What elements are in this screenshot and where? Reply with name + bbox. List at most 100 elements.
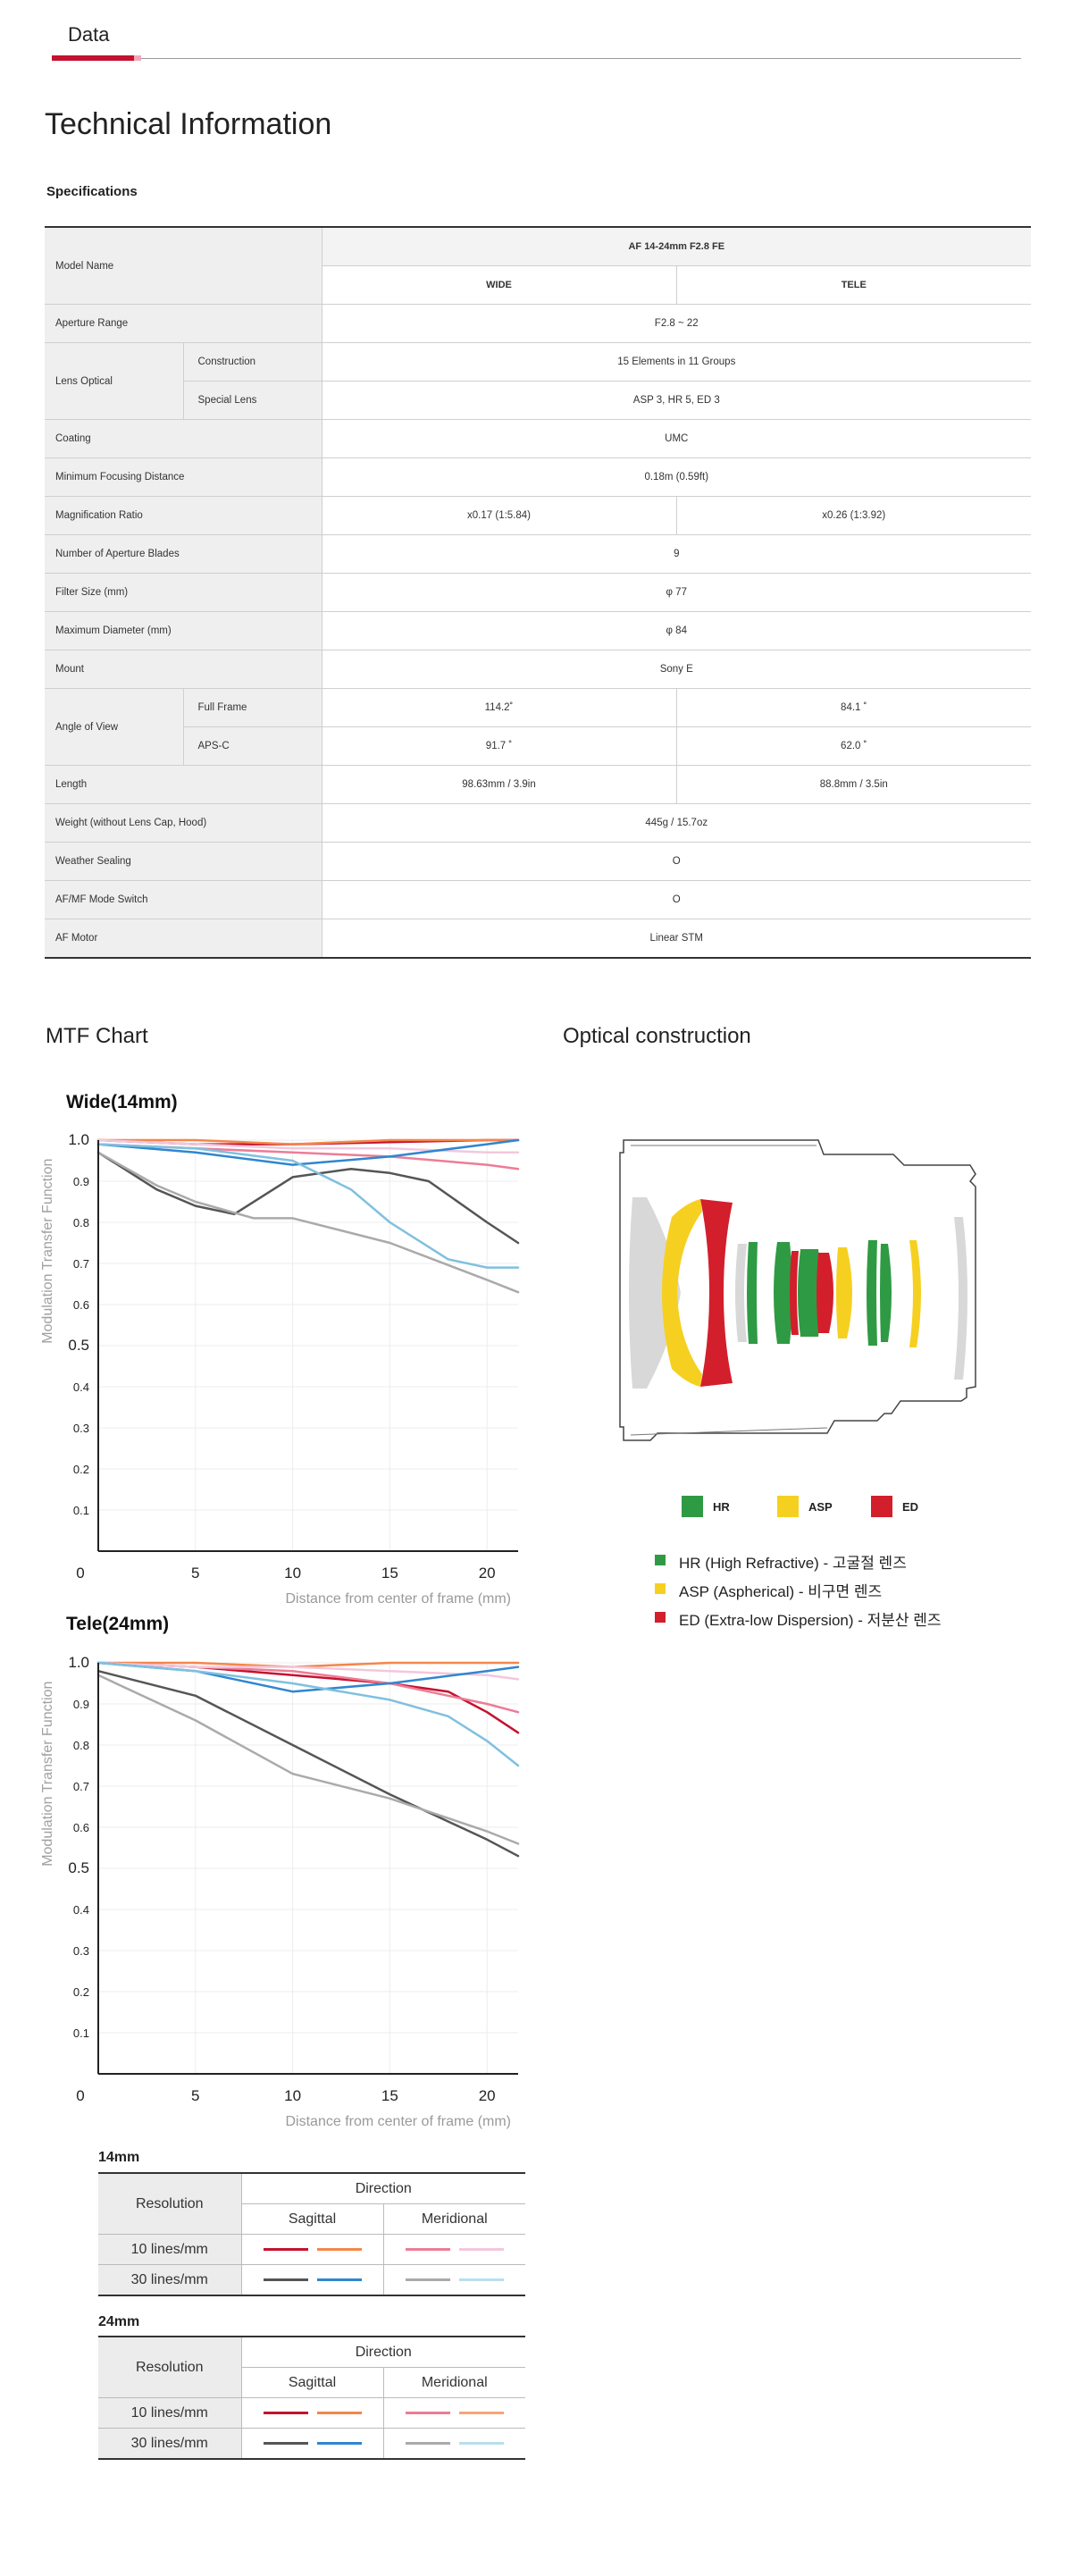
x-tick-label: 0 <box>76 2087 84 2104</box>
legend-swatch <box>458 2441 504 2445</box>
tab-indicator-accent <box>134 55 141 61</box>
legend-swatch-cell <box>382 2397 526 2429</box>
y-tick-label: 1.0 <box>68 1131 89 1148</box>
spec-row-aperture: Aperture Range F2.8 ~ 22 <box>45 304 1032 343</box>
lens-element-hr <box>867 1240 877 1346</box>
y-tick-label: 0.4 <box>73 1903 89 1917</box>
page-title: Technical Information <box>45 107 332 141</box>
legend-swatch <box>458 2411 504 2414</box>
legend-row-label: 30 lines/mm <box>98 2264 242 2296</box>
specifications-table: Model Name AF 14-24mm F2.8 FE WIDE TELE … <box>45 226 1032 959</box>
x-axis-title: Distance from center of frame (mm) <box>286 1591 512 1607</box>
legend-swatch-cell <box>240 2428 384 2460</box>
specifications-heading: Specifications <box>46 184 138 199</box>
y-tick-label: 0.9 <box>73 1175 89 1188</box>
spec-row-length: Length 98.63mm / 3.9in 88.8mm / 3.5in <box>45 765 1032 804</box>
series-line <box>96 1661 520 1681</box>
spec-label: Magnification Ratio <box>45 496 322 535</box>
legend-swatch <box>405 2411 450 2414</box>
legend-swatch-cell <box>240 2397 384 2429</box>
legend-swatch <box>458 2278 504 2281</box>
series-line <box>96 1661 520 1767</box>
y-tick-label: 0.6 <box>73 1821 89 1834</box>
legend-swatch-cell <box>382 2264 526 2296</box>
lens-element-asp <box>836 1247 852 1338</box>
spec-sublabel: Special Lens <box>183 381 322 420</box>
legend-row-label: 10 lines/mm <box>98 2234 242 2265</box>
lens-element-hr <box>880 1244 892 1342</box>
legend-swatch-cell <box>382 2428 526 2460</box>
y-tick-label: 0.6 <box>73 1298 89 1312</box>
lens-element-ed <box>700 1199 733 1387</box>
lens-element-asp <box>662 1199 702 1387</box>
legend-sagittal-header: Sagittal <box>241 2203 384 2235</box>
y-tick-label: 0.5 <box>68 1859 89 1876</box>
ed-key-label: ED <box>902 1500 919 1514</box>
spec-label: Weight (without Lens Cap, Hood) <box>45 803 322 843</box>
spec-value: O <box>321 880 1032 919</box>
optical-construction-diagram <box>619 1139 976 1441</box>
legend-swatch <box>263 2441 308 2445</box>
spec-value-tele: x0.26 (1:3.92) <box>675 496 1032 535</box>
series-line <box>96 1138 520 1154</box>
spec-row-blades: Number of Aperture Blades 9 <box>45 534 1032 574</box>
y-tick-label: 0.7 <box>73 1257 89 1271</box>
x-tick-label: 15 <box>381 2087 398 2104</box>
legend-swatch-cell <box>240 2234 384 2265</box>
spec-label: AF/MF Mode Switch <box>45 880 322 919</box>
y-axis-title: Modulation Transfer Function <box>40 1159 55 1344</box>
y-tick-label: 0.8 <box>73 1739 89 1752</box>
tele-chart-title: Tele(24mm) <box>66 1614 170 1634</box>
legend-resolution-header: Resolution <box>98 2172 242 2235</box>
x-tick-label: 10 <box>284 1565 301 1582</box>
spec-row-afmf: AF/MF Mode Switch O <box>45 880 1032 919</box>
lens-element-hr <box>774 1242 792 1344</box>
spec-label: Mount <box>45 650 322 689</box>
optical-construction-heading: Optical construction <box>563 1024 751 1048</box>
legend-swatch <box>405 2278 450 2281</box>
series-line <box>96 1669 520 1858</box>
spec-row-model-name: Model Name AF 14-24mm F2.8 FE <box>45 227 1032 305</box>
hr-color-key <box>682 1496 703 1517</box>
spec-row-construction: Lens Optical Construction 15 Elements in… <box>45 342 1032 420</box>
spec-row-diameter: Maximum Diameter (mm) φ 84 <box>45 611 1032 650</box>
legend-resolution-header: Resolution <box>98 2336 242 2398</box>
spec-value: φ 77 <box>321 573 1032 612</box>
mtf-legend-24mm: Resolution Direction Sagittal Meridional… <box>98 2336 526 2460</box>
y-tick-label: 1.0 <box>68 1654 89 1671</box>
spec-label: Maximum Diameter (mm) <box>45 611 322 650</box>
spec-row-sealing: Weather Sealing O <box>45 842 1032 881</box>
spec-value: 9 <box>321 534 1032 574</box>
legend-sagittal-header: Sagittal <box>241 2367 384 2398</box>
lens-element-asp <box>909 1240 921 1347</box>
spec-sublabel: Construction <box>182 342 322 382</box>
spec-label: Aperture Range <box>45 304 322 343</box>
spec-label: Length <box>45 765 322 804</box>
spec-value: UMC <box>321 419 1032 458</box>
data-tab[interactable]: Data <box>68 23 110 46</box>
spec-value-tele: 62.0 ˚ <box>675 726 1032 766</box>
spec-label: Lens Optical <box>45 342 184 420</box>
spec-value: Sony E <box>321 650 1032 689</box>
spec-row-filter: Filter Size (mm) φ 77 <box>45 573 1032 612</box>
legend-swatch <box>316 2441 362 2445</box>
legend-24mm-title: 24mm <box>98 2314 140 2329</box>
spec-row-full-frame: Angle of View Full Frame 114.2˚ 84.1 ˚ <box>45 688 1032 766</box>
legend-swatch <box>316 2247 362 2251</box>
legend-direction-header: Direction <box>240 2336 526 2368</box>
hr-bullet <box>655 1555 666 1565</box>
lens-element-ed <box>790 1251 799 1335</box>
spec-value-wide: 91.7 ˚ <box>321 726 677 766</box>
y-tick-label: 0.9 <box>73 1698 89 1711</box>
tele-header: TELE <box>675 265 1032 305</box>
legend-swatch-cell <box>382 2234 526 2265</box>
y-tick-label: 0.7 <box>73 1780 89 1793</box>
spec-label: Model Name <box>45 227 322 305</box>
spec-value: 15 Elements in 11 Groups <box>321 342 1032 382</box>
y-tick-label: 0.1 <box>73 1504 89 1517</box>
spec-value-wide: 114.2˚ <box>321 688 677 727</box>
legend-row-label: 10 lines/mm <box>98 2397 242 2429</box>
hr-note: HR (High Refractive) - 고굴절 렌즈 <box>679 1555 907 1572</box>
spec-value-wide: x0.17 (1:5.84) <box>321 496 677 535</box>
y-tick-label: 0.1 <box>73 2026 89 2040</box>
